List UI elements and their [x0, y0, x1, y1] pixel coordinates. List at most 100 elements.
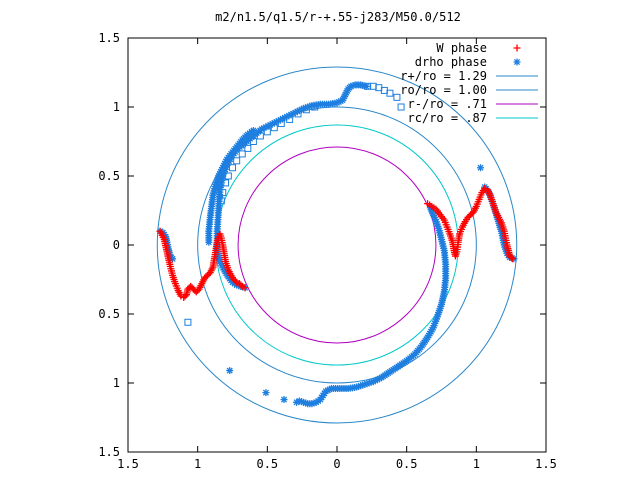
legend-label: r+/ro = 1.29: [400, 69, 487, 83]
data-points: [156, 81, 518, 408]
series-1-point: [235, 282, 243, 290]
circle-0: [156, 66, 518, 424]
x-tick-label: 1: [473, 457, 480, 471]
y-tick-label: 1.5: [98, 445, 120, 459]
series-1-point: [355, 382, 363, 390]
legend-marker: [513, 44, 521, 52]
series-1-point: [289, 110, 297, 118]
series-1-point: [272, 118, 280, 126]
series-1-point: [300, 104, 308, 112]
y-tick-label: 0: [113, 238, 120, 252]
series-1-point: [432, 218, 440, 226]
series-1-point: [277, 116, 285, 124]
series-1-point: [262, 389, 270, 397]
series-1-point: [287, 111, 295, 119]
series-1-point: [212, 178, 220, 186]
series-1-point: [218, 166, 226, 174]
circle-1: [197, 106, 477, 384]
series-1-point: [214, 174, 222, 182]
series-1-point: [436, 304, 444, 312]
chart-title: m2/n1.5/q1.5/r-+.55-j283/M50.0/512: [215, 10, 461, 24]
series-1-point: [216, 170, 224, 178]
series-1-point: [367, 378, 375, 386]
series-1-point: [434, 222, 442, 230]
series-1-point: [293, 398, 301, 406]
circle-2: [237, 146, 437, 344]
series-1-point: [218, 262, 226, 270]
series-1-point: [217, 260, 225, 268]
series-1-point: [219, 172, 227, 180]
x-tick-label: 1.5: [535, 457, 557, 471]
series-1-point: [215, 172, 223, 180]
axis-ticks: 1.5 1 0.5 0 0.5 1 1.51.510.500.511.5: [98, 31, 557, 471]
series-1-point: [369, 378, 377, 386]
legend-label: W phase: [436, 41, 487, 55]
circle-3: [215, 124, 459, 366]
series-1-point: [295, 397, 303, 405]
series-1-point: [378, 373, 386, 381]
series-1-point: [291, 109, 299, 117]
legend-label: ro/ro = 1.00: [400, 83, 487, 97]
series-2-point: [238, 150, 246, 158]
series-1-point: [270, 119, 278, 127]
series-1-point: [327, 385, 335, 393]
x-tick-label: 0.5: [256, 457, 278, 471]
series-1-point: [365, 379, 373, 387]
series-1-point: [304, 103, 312, 111]
series-1-point: [347, 82, 355, 90]
series-1-point: [220, 170, 228, 178]
series-1-point: [375, 375, 383, 383]
series-1-point: [432, 315, 440, 323]
series-2-point: [244, 144, 252, 152]
y-tick-label: 1.5: [98, 31, 120, 45]
series-1-point: [362, 82, 370, 90]
legend-label: rc/ro = .87: [408, 111, 487, 125]
series-1-point: [357, 382, 365, 390]
series-1-point: [310, 399, 318, 407]
y-tick-label: 1: [113, 100, 120, 114]
series-1-point: [435, 307, 443, 315]
series-1-point: [433, 220, 441, 228]
series-1-point: [219, 264, 227, 272]
legend-marker: [513, 58, 521, 66]
series-1-point: [297, 105, 305, 113]
series-1-point: [431, 319, 439, 327]
series-1-point: [324, 386, 332, 394]
series-2-point: [233, 157, 241, 165]
series-1-point: [219, 164, 227, 172]
series-1-point: [361, 380, 369, 388]
series-0-point: [507, 253, 515, 261]
series-1-point: [274, 117, 282, 125]
series-1-point: [431, 216, 439, 224]
series-1-point: [280, 396, 288, 404]
y-tick-label: 1: [113, 376, 120, 390]
series-1-point: [300, 398, 308, 406]
series-1-point: [312, 398, 320, 406]
series-1-point: [508, 254, 516, 262]
series-1-point: [221, 160, 229, 168]
x-tick-label: 1: [194, 457, 201, 471]
series-1-point: [262, 123, 270, 131]
series-1-point: [363, 380, 371, 388]
series-1-point: [477, 164, 485, 172]
series-1-point: [279, 115, 287, 123]
series-2-point: [386, 89, 394, 97]
legend-label: r-/ro = .71: [408, 97, 487, 111]
series-1-point: [213, 176, 221, 184]
series-1-point: [293, 107, 301, 115]
series-1-point: [166, 251, 174, 259]
series-2-point: [184, 318, 192, 326]
x-tick-label: 1.5: [117, 457, 139, 471]
series-1: [156, 81, 518, 408]
series-1-point: [359, 381, 367, 389]
series-1-point: [333, 99, 341, 107]
series-1-point: [258, 125, 266, 133]
series-1-point: [302, 399, 310, 407]
series-1-point: [297, 398, 305, 406]
series-1-point: [239, 283, 247, 291]
series-1-point: [433, 313, 441, 321]
series-1-point: [216, 258, 224, 266]
series-1-point: [349, 82, 357, 90]
